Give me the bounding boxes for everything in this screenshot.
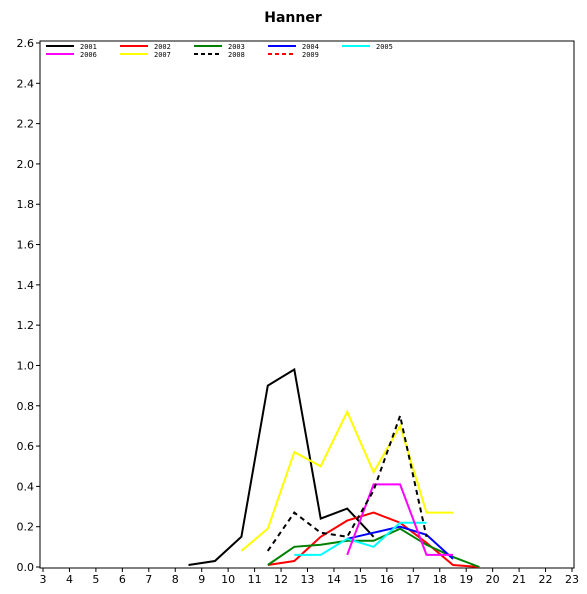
x-tick-label: 7 (145, 573, 152, 586)
x-tick-label: 3 (40, 573, 47, 586)
legend-label-2003: 2003 (228, 43, 245, 51)
x-tick-label: 4 (66, 573, 73, 586)
legend-label-2007: 2007 (154, 51, 171, 59)
legend-label-2004: 2004 (302, 43, 319, 51)
y-tick-label: 1.0 (17, 359, 35, 372)
x-tick-label: 13 (301, 573, 315, 586)
series-line-2002 (267, 511, 480, 568)
x-tick-label: 21 (512, 573, 526, 586)
x-tick-label: 8 (172, 573, 179, 586)
y-tick-label: 1.8 (17, 198, 35, 211)
y-tick-label: 2.2 (17, 118, 35, 131)
x-axis: 3 4 5 6 7 8 9 10 11 12 13 14 15 16 17 18 19 20 21 22 23 (40, 568, 579, 586)
series-line-2005 (294, 521, 427, 556)
y-tick-label: 1.4 (17, 279, 35, 292)
series-lines (188, 367, 480, 568)
x-tick-label: 5 (92, 573, 99, 586)
x-tick-label: 6 (119, 573, 126, 586)
y-tick-label: 0.8 (17, 400, 35, 413)
y-tick-label: 1.2 (17, 319, 35, 332)
x-tick-label: 17 (406, 573, 420, 586)
y-tick-label: 2.4 (17, 77, 35, 90)
series-line-2004 (346, 525, 454, 560)
legend-label-2005: 2005 (376, 43, 393, 51)
x-tick-label: 20 (486, 573, 500, 586)
legend-label-2008: 2008 (228, 51, 245, 59)
y-tick-label: 1.6 (17, 239, 35, 252)
series-line-2003 (267, 527, 480, 568)
y-tick-label: 2.6 (17, 37, 35, 50)
x-tick-label: 14 (327, 573, 341, 586)
legend-label-2009: 2009 (302, 51, 319, 59)
legend: 2001 2002 2003 2004 2005 2006 2007 2008 2009 (46, 43, 393, 59)
y-tick-label: 0.0 (17, 561, 35, 574)
x-tick-label: 11 (248, 573, 262, 586)
series-line-2001 (188, 367, 375, 566)
x-tick-label: 22 (539, 573, 553, 586)
legend-label-2006: 2006 (80, 51, 97, 59)
y-tick-label: 0.4 (17, 480, 35, 493)
y-tick-label: 0.6 (17, 440, 35, 453)
x-tick-label: 18 (433, 573, 447, 586)
x-tick-label: 19 (459, 573, 473, 586)
series-line-2006 (346, 483, 453, 556)
y-tick-label: 2.0 (17, 158, 35, 171)
series-line-2007 (240, 409, 453, 552)
x-tick-label: 16 (380, 573, 394, 586)
plot-area-frame (39, 40, 575, 569)
chart-title: Hanner (264, 10, 322, 26)
x-tick-label: 15 (353, 573, 367, 586)
x-tick-label: 23 (565, 573, 579, 586)
x-tick-label: 12 (274, 573, 288, 586)
legend-label-2001: 2001 (80, 43, 97, 51)
y-axis: 0.0 0.2 0.4 0.6 0.8 1.0 1.2 1.4 1.6 1.8 2.0 2.2 2.4 2… (17, 37, 40, 574)
legend-label-2002: 2002 (154, 43, 171, 51)
x-tick-label: 10 (221, 573, 235, 586)
x-tick-label: 9 (198, 573, 205, 586)
series-line-2008 (266, 412, 428, 552)
y-tick-label: 0.2 (17, 521, 35, 534)
